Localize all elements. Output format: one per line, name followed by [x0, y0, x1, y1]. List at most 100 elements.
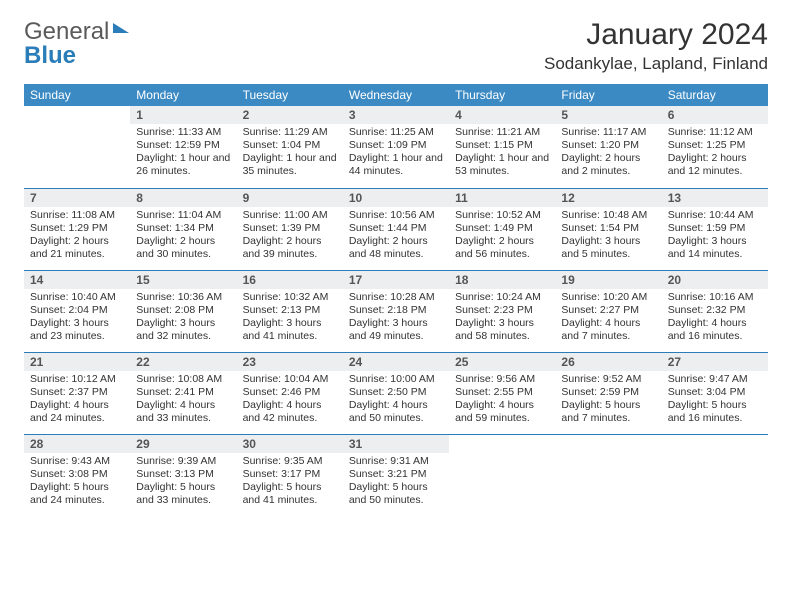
calendar-day-cell: 6Sunrise: 11:12 AMSunset: 1:25 PMDayligh… [662, 106, 768, 188]
calendar-day-cell: 13Sunrise: 10:44 AMSunset: 1:59 PMDaylig… [662, 188, 768, 270]
sunrise-text: Sunrise: 9:35 AM [243, 455, 337, 468]
calendar-day-cell: 8Sunrise: 11:04 AMSunset: 1:34 PMDayligh… [130, 188, 236, 270]
day-details: Sunrise: 11:21 AMSunset: 1:15 PMDaylight… [449, 124, 555, 183]
calendar-day-cell: 12Sunrise: 10:48 AMSunset: 1:54 PMDaylig… [555, 188, 661, 270]
daylight-text: Daylight: 5 hours and 7 minutes. [561, 399, 655, 425]
daylight-text: Daylight: 3 hours and 41 minutes. [243, 317, 337, 343]
calendar-day-cell: 31Sunrise: 9:31 AMSunset: 3:21 PMDayligh… [343, 434, 449, 516]
day-details: Sunrise: 10:20 AMSunset: 2:27 PMDaylight… [555, 289, 661, 348]
sunrise-text: Sunrise: 9:52 AM [561, 373, 655, 386]
calendar-header-row: SundayMondayTuesdayWednesdayThursdayFrid… [24, 84, 768, 106]
daylight-text: Daylight: 4 hours and 42 minutes. [243, 399, 337, 425]
day-details: Sunrise: 10:32 AMSunset: 2:13 PMDaylight… [237, 289, 343, 348]
sunrise-text: Sunrise: 10:00 AM [349, 373, 443, 386]
sunset-text: Sunset: 2:04 PM [30, 304, 124, 317]
sunset-text: Sunset: 3:13 PM [136, 468, 230, 481]
logo-triangle-icon [113, 23, 129, 33]
title-block: January 2024 Sodankylae, Lapland, Finlan… [544, 18, 768, 74]
day-number: 29 [130, 435, 236, 453]
sunset-text: Sunset: 2:59 PM [561, 386, 655, 399]
calendar-day-cell [662, 434, 768, 516]
sunrise-text: Sunrise: 10:36 AM [136, 291, 230, 304]
sunset-text: Sunset: 1:20 PM [561, 139, 655, 152]
day-details: Sunrise: 9:39 AMSunset: 3:13 PMDaylight:… [130, 453, 236, 512]
daylight-text: Daylight: 1 hour and 44 minutes. [349, 152, 443, 178]
day-details: Sunrise: 10:36 AMSunset: 2:08 PMDaylight… [130, 289, 236, 348]
day-details: Sunrise: 10:48 AMSunset: 1:54 PMDaylight… [555, 207, 661, 266]
calendar-day-cell: 29Sunrise: 9:39 AMSunset: 3:13 PMDayligh… [130, 434, 236, 516]
day-details: Sunrise: 10:28 AMSunset: 2:18 PMDaylight… [343, 289, 449, 348]
sunrise-text: Sunrise: 10:12 AM [30, 373, 124, 386]
day-number: 10 [343, 189, 449, 207]
day-number: 30 [237, 435, 343, 453]
daylight-text: Daylight: 3 hours and 58 minutes. [455, 317, 549, 343]
day-number: 7 [24, 189, 130, 207]
sunrise-text: Sunrise: 10:28 AM [349, 291, 443, 304]
calendar-day-cell: 10Sunrise: 10:56 AMSunset: 1:44 PMDaylig… [343, 188, 449, 270]
weekday-header: Wednesday [343, 84, 449, 106]
day-details: Sunrise: 11:08 AMSunset: 1:29 PMDaylight… [24, 207, 130, 266]
calendar-day-cell: 25Sunrise: 9:56 AMSunset: 2:55 PMDayligh… [449, 352, 555, 434]
sunset-text: Sunset: 3:17 PM [243, 468, 337, 481]
day-details: Sunrise: 11:04 AMSunset: 1:34 PMDaylight… [130, 207, 236, 266]
sunrise-text: Sunrise: 9:39 AM [136, 455, 230, 468]
sunrise-text: Sunrise: 10:56 AM [349, 209, 443, 222]
day-details: Sunrise: 11:25 AMSunset: 1:09 PMDaylight… [343, 124, 449, 183]
sunrise-text: Sunrise: 10:32 AM [243, 291, 337, 304]
sunrise-text: Sunrise: 10:04 AM [243, 373, 337, 386]
daylight-text: Daylight: 3 hours and 49 minutes. [349, 317, 443, 343]
sunrise-text: Sunrise: 11:08 AM [30, 209, 124, 222]
daylight-text: Daylight: 4 hours and 50 minutes. [349, 399, 443, 425]
calendar-day-cell: 17Sunrise: 10:28 AMSunset: 2:18 PMDaylig… [343, 270, 449, 352]
day-details: Sunrise: 11:17 AMSunset: 1:20 PMDaylight… [555, 124, 661, 183]
calendar-day-cell: 9Sunrise: 11:00 AMSunset: 1:39 PMDayligh… [237, 188, 343, 270]
sunset-text: Sunset: 1:54 PM [561, 222, 655, 235]
sunrise-text: Sunrise: 10:24 AM [455, 291, 549, 304]
day-details: Sunrise: 10:08 AMSunset: 2:41 PMDaylight… [130, 371, 236, 430]
day-details: Sunrise: 11:00 AMSunset: 1:39 PMDaylight… [237, 207, 343, 266]
sunrise-text: Sunrise: 11:04 AM [136, 209, 230, 222]
sunrise-text: Sunrise: 10:16 AM [668, 291, 762, 304]
day-details: Sunrise: 11:29 AMSunset: 1:04 PMDaylight… [237, 124, 343, 183]
sunset-text: Sunset: 2:50 PM [349, 386, 443, 399]
calendar-day-cell: 1Sunrise: 11:33 AMSunset: 12:59 PMDaylig… [130, 106, 236, 188]
day-number: 4 [449, 106, 555, 124]
daylight-text: Daylight: 5 hours and 41 minutes. [243, 481, 337, 507]
sunset-text: Sunset: 2:55 PM [455, 386, 549, 399]
sunset-text: Sunset: 1:29 PM [30, 222, 124, 235]
day-number: 2 [237, 106, 343, 124]
sunrise-text: Sunrise: 10:52 AM [455, 209, 549, 222]
sunset-text: Sunset: 2:18 PM [349, 304, 443, 317]
sunrise-text: Sunrise: 10:40 AM [30, 291, 124, 304]
day-details: Sunrise: 9:31 AMSunset: 3:21 PMDaylight:… [343, 453, 449, 512]
sunrise-text: Sunrise: 11:21 AM [455, 126, 549, 139]
day-number: 27 [662, 353, 768, 371]
daylight-text: Daylight: 5 hours and 16 minutes. [668, 399, 762, 425]
day-number: 25 [449, 353, 555, 371]
daylight-text: Daylight: 2 hours and 21 minutes. [30, 235, 124, 261]
day-number: 18 [449, 271, 555, 289]
day-details: Sunrise: 9:56 AMSunset: 2:55 PMDaylight:… [449, 371, 555, 430]
day-number: 28 [24, 435, 130, 453]
calendar-day-cell: 24Sunrise: 10:00 AMSunset: 2:50 PMDaylig… [343, 352, 449, 434]
sunset-text: Sunset: 2:27 PM [561, 304, 655, 317]
location-subtitle: Sodankylae, Lapland, Finland [544, 54, 768, 74]
day-number: 20 [662, 271, 768, 289]
day-details: Sunrise: 10:56 AMSunset: 1:44 PMDaylight… [343, 207, 449, 266]
calendar-day-cell: 22Sunrise: 10:08 AMSunset: 2:41 PMDaylig… [130, 352, 236, 434]
daylight-text: Daylight: 2 hours and 12 minutes. [668, 152, 762, 178]
calendar-day-cell: 26 Sunrise: 9:52 AMSunset: 2:59 PMDayligh… [555, 352, 661, 434]
day-number: 26 [555, 353, 661, 371]
day-details: Sunrise: 11:33 AMSunset: 12:59 PMDayligh… [130, 124, 236, 183]
weekday-header: Monday [130, 84, 236, 106]
day-details: Sunrise: 10:44 AMSunset: 1:59 PMDaylight… [662, 207, 768, 266]
daylight-text: Daylight: 1 hour and 26 minutes. [136, 152, 230, 178]
day-number: 5 [555, 106, 661, 124]
calendar-day-cell: 30 Sunrise: 9:35 AMSunset: 3:17 PMDayligh… [237, 434, 343, 516]
sunrise-text: Sunrise: 9:43 AM [30, 455, 124, 468]
daylight-text: Daylight: 1 hour and 35 minutes. [243, 152, 337, 178]
day-details: Sunrise: 10:00 AMSunset: 2:50 PMDaylight… [343, 371, 449, 430]
logo-text-blue: Blue [24, 42, 76, 70]
daylight-text: Daylight: 5 hours and 50 minutes. [349, 481, 443, 507]
sunset-text: Sunset: 2:23 PM [455, 304, 549, 317]
